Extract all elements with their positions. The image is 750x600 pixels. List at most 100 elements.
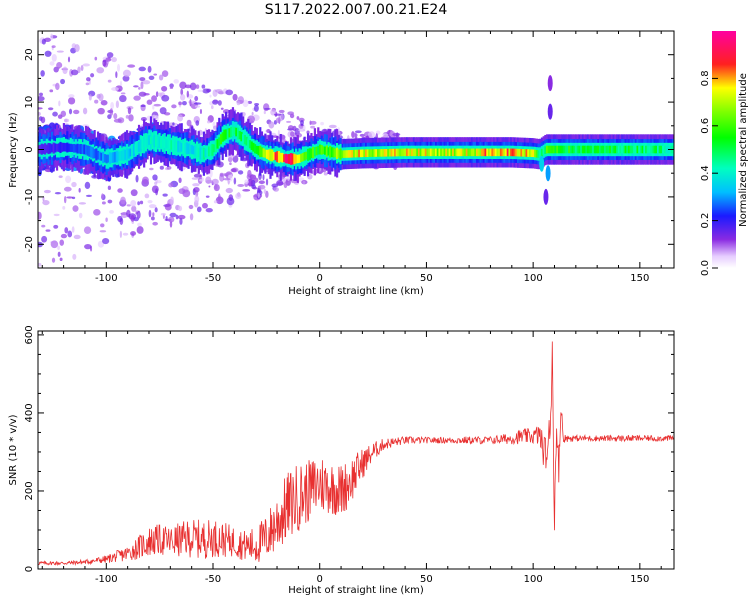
spectrogram-noise-cell [170,196,174,205]
spectrogram-ridge-cell [173,140,176,152]
spectrogram-spike [545,165,551,182]
spectrogram-ridge-cell [105,154,108,164]
spectrogram-noise-cell [247,178,253,187]
spectrogram-ridge-cell [505,148,508,157]
spectrogram-ridge-cell [436,148,439,157]
spectrogram-ridge-cell [298,154,301,163]
spectrogram-ridge-cell [388,148,392,157]
spectrogram-ridge-cell [259,145,262,158]
spectrogram-noise-cell [169,86,174,89]
spectrogram-ridge-cell [462,148,465,157]
spectrogram-ridge-cell [571,145,574,154]
spectrogram-ridge-cell [223,129,226,141]
spectrogram-ridge-cell [489,148,492,157]
spectrogram-noise-cell [225,187,234,194]
spectrogram-ridge-cell [383,149,386,157]
spectrogram-ridge-cell [607,145,610,154]
spectrogram-noise-cell [213,200,218,204]
spectrogram-ridge-cell [573,145,576,154]
spectrogram-noise-cell [300,120,304,126]
spectrogram-noise-cell [310,125,316,129]
spectrogram-noise-cell [66,196,74,199]
spectrogram-noise-cell [283,181,288,189]
spectrogram-noise-cell [38,96,45,102]
spectrogram-ridge-cell [107,154,110,163]
spectrogram-ridge-cell [117,151,120,161]
spectrogram-noise-cell [173,79,179,84]
spectrogram-noise-cell [251,174,256,180]
spectrogram-noise-cell [58,175,63,178]
spectrogram-ridge-cell [588,145,591,154]
spectrogram-noise-cell [247,100,253,104]
spectrogram-noise-cell [110,101,115,110]
spectrogram-ridge-cell [301,152,305,162]
spectrogram-ridge-cell [240,131,243,142]
spectrogram-ridge-cell [387,148,390,157]
spectrogram-noise-cell [138,91,147,97]
spectrogram-noise-cell [155,91,159,98]
spectrogram-noise-cell [126,209,131,218]
spectrogram-ridge-cell [534,149,537,158]
spectrogram-noise-cell [140,81,144,90]
spectrogram-ridge-cell [557,145,561,154]
spectrogram-noise-cell [197,89,204,92]
spectrogram-ridge-cell [585,145,588,154]
spectrogram-noise-cell [80,64,84,72]
spectrogram-ridge-cell [131,146,134,157]
spectrogram-ridge-cell [629,145,632,154]
spectrogram-ridge-cell [132,144,136,157]
spectrogram-noise-cell [229,162,232,166]
spectrogram-noise-cell [258,184,266,190]
spectrogram-ridge-cell [424,148,427,157]
spectrogram-noise-cell [56,62,63,69]
spectrogram-ridge-cell [252,142,255,152]
spectrogram-noise-cell [171,104,177,109]
spectrogram-ridge-cell [641,145,644,154]
spectrogram-noise-cell [144,193,150,199]
spectrogram-noise-cell [47,107,54,111]
spectrogram-ridge-cell [639,145,643,154]
spectrogram-ridge-cell [457,148,460,157]
spectrogram-ridge-cell [527,149,530,157]
spectrogram-ridge-cell [465,148,468,157]
spectrogram-ridge-cell [187,143,190,155]
spectrogram-ridge-cell [546,145,549,154]
spectrogram-noise-cell [53,66,59,73]
spectrogram-ridge-cell [554,145,557,154]
spectrogram-ridge-cell [228,128,231,138]
spectrogram-ridge-cell [61,142,64,152]
spectrogram-noise-cell [142,80,151,85]
spectrogram-ridge-cell [318,144,322,155]
spectrogram-noise-cell [138,86,141,90]
spectrogram-noise-cell [73,234,81,240]
spectrogram-ridge-cell [498,148,501,157]
spectrogram-ridge-cell [137,141,141,152]
spectrogram-noise-cell [143,92,150,96]
spectrogram-ridge-cell [619,145,622,154]
spectrogram-noise-cell [117,215,123,223]
spectrogram-ridge-cell [475,148,479,157]
spectrogram-noise-cell [94,99,99,104]
spectrogram-noise-cell [54,192,62,195]
spectrogram-noise-cell [194,95,199,102]
spectrogram-ridge-cell [310,148,313,159]
spectrogram-ridge-cell [172,139,175,151]
spectrogram-noise-cell [150,216,155,221]
spectrogram-ridge-cell [55,143,59,152]
spectrogram-ridge-cell [351,149,354,158]
spectrogram-ridge-cell [525,149,528,157]
spectrogram-ridge-cell [190,144,194,155]
spectrogram-ridge-cell [487,148,491,157]
spectrogram-ridge-cell [168,140,171,149]
spectrogram-noise-cell [151,185,159,194]
spectrogram-noise-cell [159,165,164,170]
spectrogram-noise-cell [128,114,134,122]
spectrogram-ridge-cell [633,145,636,154]
spectrogram-ridge-cell [354,149,357,158]
spectrogram-noise-cell [72,253,77,260]
spectrogram-ridge-cell [656,145,660,154]
spectrogram-ridge-cell [170,140,173,150]
spectrogram-ridge-cell [361,149,364,158]
spectrogram-noise-cell [60,110,67,117]
x-tick-label: 50 [420,574,433,585]
